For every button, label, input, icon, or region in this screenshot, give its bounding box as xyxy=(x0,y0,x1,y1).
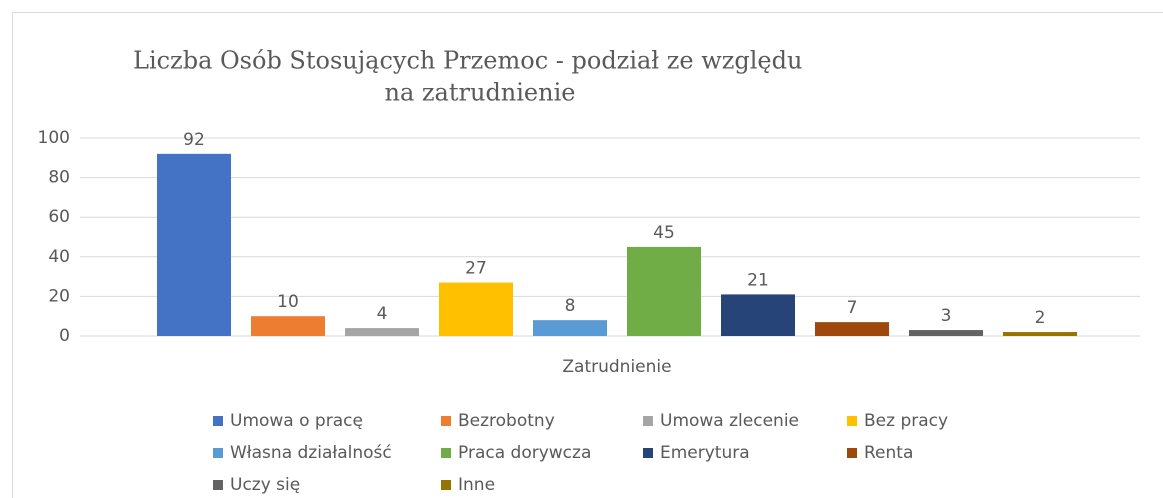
data-label: 27 xyxy=(465,259,487,279)
legend-label: Inne xyxy=(458,475,495,495)
y-tick-label: 80 xyxy=(48,168,70,188)
data-label: 45 xyxy=(653,223,675,243)
legend-label: Praca dorywcza xyxy=(458,443,591,463)
y-tick-label: 20 xyxy=(48,286,70,306)
data-label: 8 xyxy=(565,296,576,316)
legend-swatch xyxy=(213,480,223,490)
data-label: 10 xyxy=(277,292,299,312)
bar xyxy=(533,320,607,336)
legend-swatch xyxy=(441,416,451,426)
legend-label: Umowa o pracę xyxy=(230,411,363,431)
y-tick-label: 100 xyxy=(38,128,70,148)
legend-swatch xyxy=(213,448,223,458)
data-label: 21 xyxy=(747,270,769,290)
bar xyxy=(345,328,419,336)
bar xyxy=(1003,332,1077,336)
legend-label: Emerytura xyxy=(660,443,750,463)
x-axis-label: Zatrudnienie xyxy=(562,357,671,377)
bar xyxy=(251,316,325,336)
bar xyxy=(627,246,701,336)
bar xyxy=(721,294,795,336)
bar xyxy=(815,322,889,336)
legend-swatch xyxy=(847,416,857,426)
data-label: 4 xyxy=(377,304,388,324)
bar xyxy=(909,330,983,336)
data-label: 3 xyxy=(941,306,952,326)
legend-label: Własna działalność xyxy=(230,443,392,463)
chart-title: Liczba Osób Stosujących Przemoc - podzia… xyxy=(133,47,802,75)
chart-title: na zatrudnienie xyxy=(385,79,576,107)
legend-label: Umowa zlecenie xyxy=(660,411,799,431)
data-label: 7 xyxy=(847,298,858,318)
legend-swatch xyxy=(643,448,653,458)
y-tick-label: 40 xyxy=(48,247,70,267)
legend-swatch xyxy=(643,416,653,426)
legend-label: Bez pracy xyxy=(864,411,948,431)
legend-label: Bezrobotny xyxy=(458,411,555,431)
bar xyxy=(157,153,231,336)
legend-label: Renta xyxy=(864,443,913,463)
legend-swatch xyxy=(441,448,451,458)
legend-label: Uczy się xyxy=(230,475,300,495)
legend-swatch xyxy=(847,448,857,458)
data-label: 92 xyxy=(183,130,205,150)
legend-swatch xyxy=(441,480,451,490)
y-tick-label: 60 xyxy=(48,207,70,227)
legend-swatch xyxy=(213,416,223,426)
bar xyxy=(439,282,513,336)
data-label: 2 xyxy=(1035,308,1046,328)
y-tick-label: 0 xyxy=(59,326,70,346)
